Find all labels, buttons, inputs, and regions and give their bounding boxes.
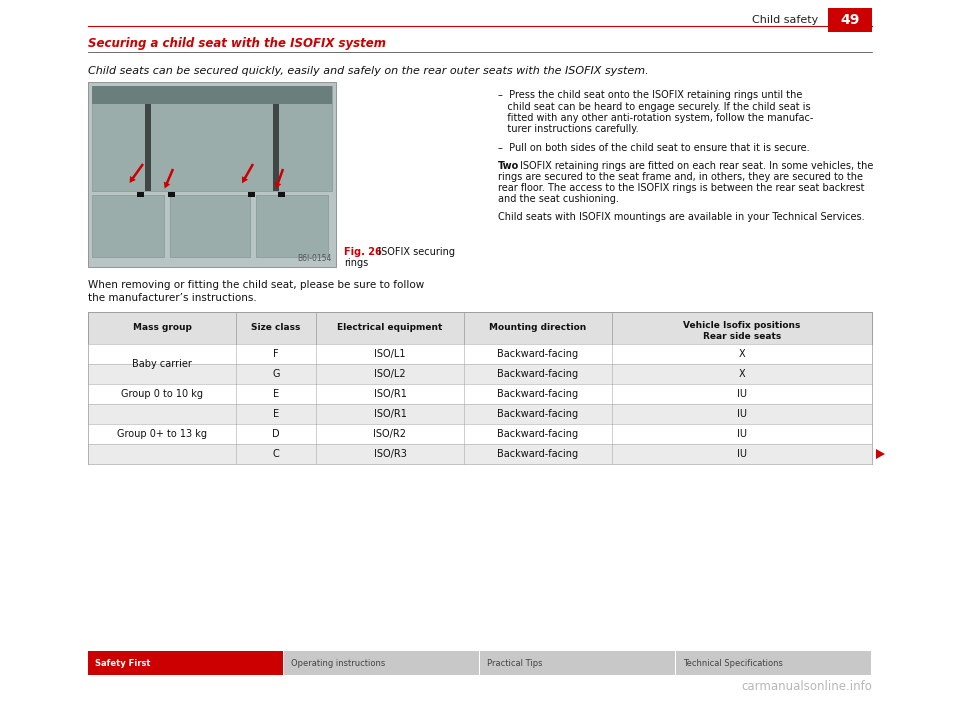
Text: ISOFIX securing: ISOFIX securing	[372, 247, 455, 257]
Text: When removing or fitting the child seat, please be sure to follow: When removing or fitting the child seat,…	[88, 280, 424, 290]
Text: Baby carrier: Baby carrier	[132, 359, 192, 369]
Bar	[92, 195, 164, 257]
Text: IU: IU	[737, 449, 747, 459]
FancyArrow shape	[130, 163, 144, 183]
Text: Operating instructions: Operating instructions	[291, 658, 385, 667]
Text: X: X	[738, 349, 745, 359]
Bar	[676, 651, 871, 675]
Bar	[273, 104, 279, 191]
Text: G: G	[273, 369, 279, 379]
Bar	[88, 384, 872, 404]
Text: –  Press the child seat onto the ISOFIX retaining rings until the: – Press the child seat onto the ISOFIX r…	[498, 90, 803, 100]
Text: ISO/R1: ISO/R1	[373, 409, 406, 419]
Text: X: X	[738, 369, 745, 379]
Text: Size class: Size class	[252, 323, 300, 332]
Text: Child seats with ISOFIX mountings are available in your Technical Services.: Child seats with ISOFIX mountings are av…	[498, 212, 865, 222]
Text: rear floor. The access to the ISOFIX rings is between the rear seat backrest: rear floor. The access to the ISOFIX rin…	[498, 183, 865, 193]
Bar	[92, 86, 332, 104]
Text: Backward-facing: Backward-facing	[497, 389, 579, 399]
Text: rings are secured to the seat frame and, in others, they are secured to the: rings are secured to the seat frame and,…	[498, 172, 863, 182]
Text: Securing a child seat with the ISOFIX system: Securing a child seat with the ISOFIX sy…	[88, 37, 386, 50]
Bar	[88, 651, 283, 675]
Text: ISO/R3: ISO/R3	[373, 449, 406, 459]
Text: Backward-facing: Backward-facing	[497, 429, 579, 439]
Text: B6l-0154: B6l-0154	[298, 254, 332, 263]
Text: F: F	[274, 349, 278, 359]
Bar	[92, 86, 332, 191]
Text: Backward-facing: Backward-facing	[497, 449, 579, 459]
Bar	[137, 192, 144, 197]
Bar	[248, 192, 255, 197]
Text: Backward-facing: Backward-facing	[497, 349, 579, 359]
Text: Technical Specifications: Technical Specifications	[683, 658, 782, 667]
Bar	[88, 404, 872, 424]
Text: Backward-facing: Backward-facing	[497, 409, 579, 419]
Bar	[88, 364, 872, 384]
Text: rings: rings	[344, 258, 369, 268]
Text: Group 0 to 10 kg: Group 0 to 10 kg	[121, 389, 203, 399]
Text: ISO/L2: ISO/L2	[374, 369, 406, 379]
Bar	[828, 8, 872, 32]
Bar	[88, 344, 872, 364]
FancyArrow shape	[164, 168, 174, 189]
Text: ISO/L1: ISO/L1	[374, 349, 406, 359]
Text: IU: IU	[737, 429, 747, 439]
Bar	[170, 195, 250, 257]
Text: –  Pull on both sides of the child seat to ensure that it is secure.: – Pull on both sides of the child seat t…	[498, 143, 809, 153]
Text: Rear side seats: Rear side seats	[703, 332, 781, 341]
FancyArrow shape	[242, 163, 254, 183]
Bar	[480, 651, 675, 675]
Bar	[88, 424, 872, 444]
Text: Group 0+ to 13 kg: Group 0+ to 13 kg	[117, 429, 207, 439]
Polygon shape	[876, 449, 885, 459]
Text: Practical Tips: Practical Tips	[487, 658, 542, 667]
Text: carmanualsonline.info: carmanualsonline.info	[741, 680, 872, 693]
FancyArrow shape	[275, 168, 284, 189]
Text: IU: IU	[737, 409, 747, 419]
Text: Fig. 26: Fig. 26	[344, 247, 382, 257]
Text: Child seats can be secured quickly, easily and safely on the rear outer seats wi: Child seats can be secured quickly, easi…	[88, 66, 649, 76]
Text: ISO/R2: ISO/R2	[373, 429, 406, 439]
Bar	[145, 104, 151, 191]
Bar	[284, 651, 479, 675]
Text: Mounting direction: Mounting direction	[490, 323, 587, 332]
Text: ISOFIX retaining rings are fitted on each rear seat. In some vehicles, the: ISOFIX retaining rings are fitted on eac…	[520, 161, 874, 171]
Text: and the seat cushioning.: and the seat cushioning.	[498, 194, 619, 204]
Bar	[88, 312, 872, 344]
Text: the manufacturer’s instructions.: the manufacturer’s instructions.	[88, 293, 256, 303]
Text: C: C	[273, 449, 279, 459]
Bar	[88, 82, 336, 267]
Bar	[88, 444, 872, 464]
Text: D: D	[273, 429, 279, 439]
Text: Vehicle Isofix positions: Vehicle Isofix positions	[684, 321, 801, 330]
Text: Mass group: Mass group	[132, 323, 191, 332]
Text: E: E	[273, 409, 279, 419]
Text: child seat can be heard to engage securely. If the child seat is: child seat can be heard to engage secure…	[498, 102, 810, 111]
Text: Two: Two	[498, 161, 519, 171]
Bar	[168, 192, 175, 197]
Text: ISO/R1: ISO/R1	[373, 389, 406, 399]
Text: Electrical equipment: Electrical equipment	[337, 323, 443, 332]
Text: Child safety: Child safety	[752, 15, 818, 25]
Text: turer instructions carefully.: turer instructions carefully.	[498, 125, 638, 135]
Bar	[278, 192, 285, 197]
Bar	[256, 195, 328, 257]
Text: 49: 49	[840, 13, 860, 27]
Text: Backward-facing: Backward-facing	[497, 369, 579, 379]
Text: Safety First: Safety First	[95, 658, 151, 667]
Text: fitted with any other anti-rotation system, follow the manufac-: fitted with any other anti-rotation syst…	[498, 113, 813, 123]
Text: IU: IU	[737, 389, 747, 399]
Text: E: E	[273, 389, 279, 399]
